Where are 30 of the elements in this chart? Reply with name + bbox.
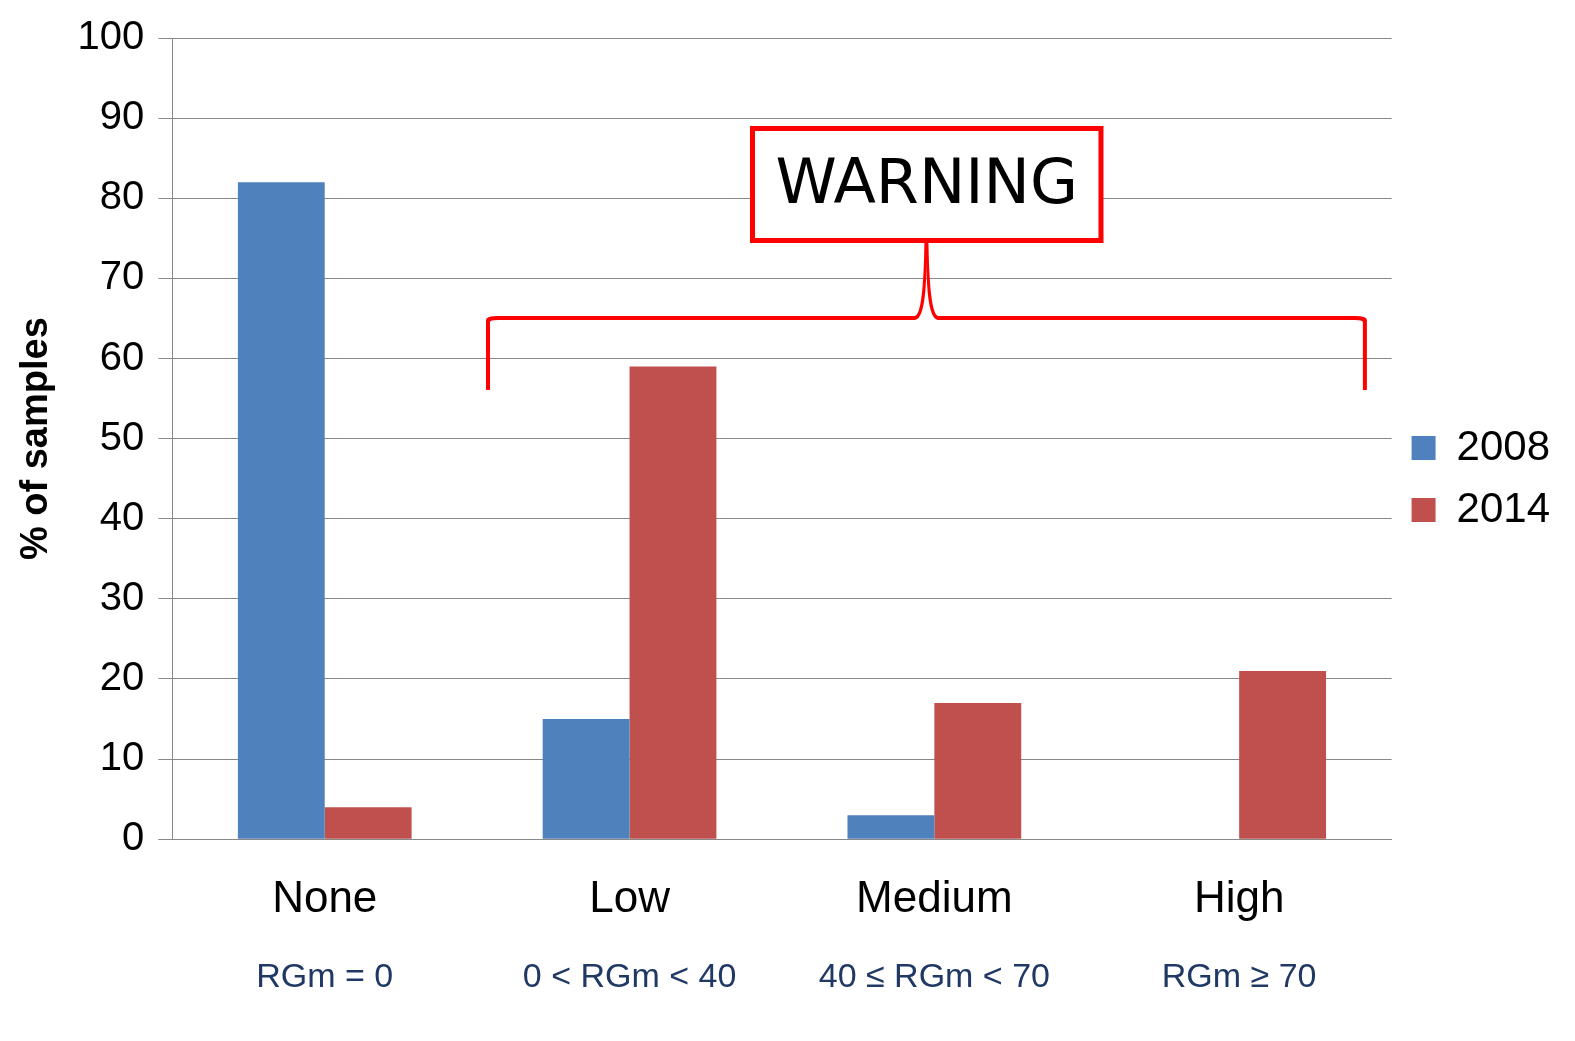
y-tick-label: 40	[99, 493, 145, 538]
text: RGm = 0	[256, 955, 394, 994]
y-tick-label: 30	[99, 573, 145, 618]
y-axis-title: % of samples	[13, 317, 56, 561]
bar	[1239, 670, 1327, 839]
y-tick-label: 70	[99, 253, 145, 298]
text: 0 < RGm < 40	[522, 955, 737, 994]
y-tick-label: 0	[122, 814, 145, 859]
bar	[934, 703, 1022, 839]
y-tick-label: 100	[77, 13, 145, 58]
x-tick-label: High	[1193, 871, 1285, 921]
legend-label: 2014	[1456, 483, 1550, 531]
bar	[542, 719, 630, 839]
bar	[629, 366, 717, 839]
x-tick-label: Medium	[856, 871, 1013, 921]
text: 40 ≤ RGm < 70	[818, 955, 1050, 994]
y-tick-label: 20	[99, 653, 145, 698]
x-tick-label: None	[272, 871, 378, 921]
annotation: WARNING	[775, 144, 1078, 218]
x-tick-label: Low	[589, 871, 671, 921]
bar	[324, 807, 412, 839]
y-tick-label: 80	[99, 173, 145, 218]
y-tick-label: 10	[99, 734, 145, 779]
y-tick-label: 60	[99, 333, 145, 378]
y-tick-label: 50	[99, 413, 145, 458]
text: RGm ≥ 70	[1161, 955, 1317, 994]
y-tick-label: 90	[99, 93, 145, 138]
bar	[237, 182, 325, 839]
legend-label: 2008	[1456, 421, 1550, 469]
bar	[847, 815, 935, 839]
